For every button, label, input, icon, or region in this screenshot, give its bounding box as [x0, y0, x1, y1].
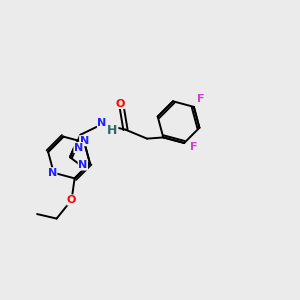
- Text: H: H: [107, 124, 118, 137]
- Text: F: F: [190, 142, 197, 152]
- Text: N: N: [48, 168, 57, 178]
- Text: O: O: [67, 195, 76, 205]
- Text: O: O: [116, 98, 125, 109]
- Text: N: N: [74, 142, 83, 153]
- Text: F: F: [197, 94, 204, 104]
- Text: N: N: [78, 160, 88, 170]
- Text: N: N: [98, 118, 107, 128]
- Text: N: N: [80, 136, 89, 146]
